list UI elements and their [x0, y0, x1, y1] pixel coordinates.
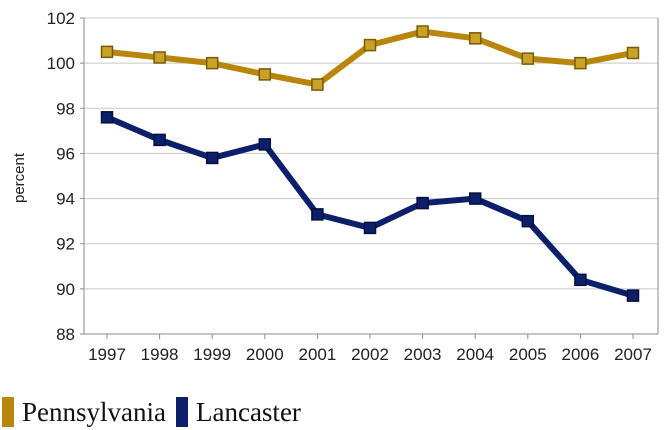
series-lancaster [100, 111, 640, 302]
y-tick-label: 96 [56, 144, 75, 163]
data-point-pennsylvania [153, 51, 166, 64]
data-point-pennsylvania [363, 38, 377, 52]
plot-area [83, 18, 659, 335]
data-point-lancaster [100, 111, 114, 124]
line-chart: 88 90 92 94 96 98 100 102 1997 1998 1999 2000 2001 2… [11, 9, 659, 364]
y-tick-label: 100 [47, 54, 75, 73]
y-tick-label: 94 [56, 190, 75, 209]
legend-item-pennsylvania[interactable]: Pennsylvania [2, 397, 166, 428]
data-point-pennsylvania [258, 68, 272, 81]
x-axis: 1997 1998 1999 2000 2001 2002 2003 2004 2005 2006… [88, 334, 652, 364]
data-point-pennsylvania [626, 46, 640, 60]
x-tick-label: 2000 [246, 345, 284, 364]
y-tick-label: 102 [47, 9, 75, 28]
legend-swatch-lancaster [175, 397, 188, 427]
data-point-pennsylvania [311, 78, 324, 91]
data-point-pennsylvania [205, 56, 219, 70]
x-tick-label: 2002 [351, 345, 389, 364]
data-point-lancaster [311, 208, 324, 221]
x-tick-label: 2007 [614, 345, 652, 364]
data-point-lancaster [468, 192, 482, 205]
series-line-lancaster [104, 114, 636, 299]
x-tick-label: 2001 [298, 345, 336, 364]
data-point-pennsylvania [416, 25, 429, 38]
x-tick-label: 2004 [456, 345, 494, 364]
legend-item-lancaster[interactable]: Lancaster [175, 396, 301, 428]
data-point-lancaster [521, 214, 535, 228]
x-tick-label: 2006 [561, 345, 599, 364]
data-point-lancaster [626, 289, 640, 302]
x-tick-label: 1997 [88, 345, 126, 364]
data-point-lancaster [258, 138, 272, 151]
y-axis: 88 90 92 94 96 98 100 102 [47, 9, 84, 344]
data-point-pennsylvania [468, 32, 482, 45]
y-tick-label: 88 [56, 325, 75, 344]
data-point-pennsylvania [100, 45, 114, 59]
data-point-lancaster [574, 273, 587, 287]
data-point-lancaster [416, 196, 429, 210]
y-tick-label: 98 [56, 99, 75, 118]
legend: Pennsylvania Lancaster [2, 394, 311, 430]
x-tick-label: 1999 [193, 345, 231, 364]
data-point-lancaster [363, 221, 377, 235]
y-tick-label: 92 [56, 235, 75, 254]
y-tick-label: 90 [56, 280, 75, 299]
data-point-lancaster [153, 133, 166, 147]
legend-label-pennsylvania: Pennsylvania [22, 396, 166, 427]
data-point-pennsylvania [574, 56, 587, 70]
series-layer [100, 25, 640, 302]
x-tick-label: 2003 [404, 345, 442, 364]
x-tick-label: 1998 [141, 345, 179, 364]
legend-label-lancaster: Lancaster [195, 396, 301, 427]
x-tick-label: 2005 [509, 345, 547, 364]
y-axis-title: percent [11, 152, 28, 203]
data-point-lancaster [205, 151, 219, 165]
series-pennsylvania [100, 25, 640, 91]
legend-swatch-pennsylvania [2, 397, 14, 427]
data-point-pennsylvania [521, 52, 535, 65]
grid-lines [84, 17, 658, 335]
